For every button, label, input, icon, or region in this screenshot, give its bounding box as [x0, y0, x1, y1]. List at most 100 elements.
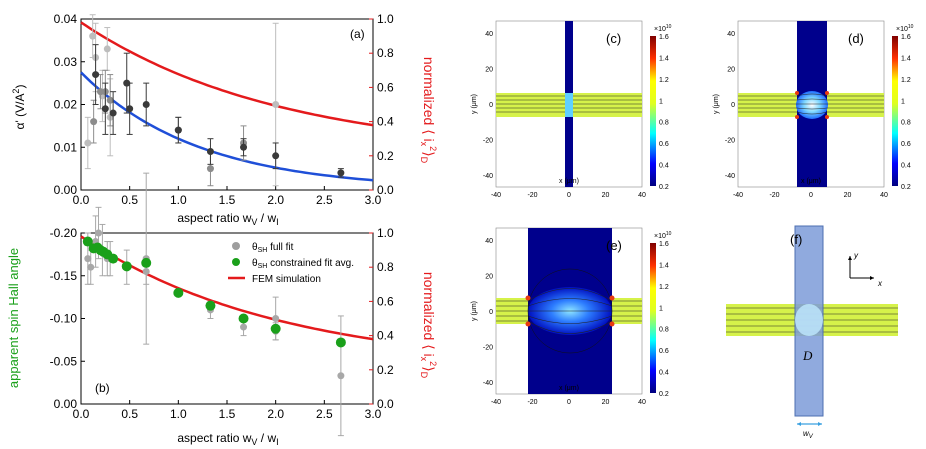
y-tick-label: 40 — [485, 238, 493, 245]
data-point — [206, 148, 214, 156]
x-tick-label: -20 — [769, 192, 779, 199]
x-tick-label: 20 — [844, 192, 852, 199]
colorbar-tick-label: 1.4 — [659, 262, 669, 269]
data-point — [108, 253, 119, 264]
data-point — [106, 96, 114, 104]
x-tick-label: 3.0 — [365, 407, 382, 421]
data-point — [109, 109, 117, 117]
y2-tick-label: 0.4 — [377, 115, 394, 129]
data-point — [92, 71, 100, 79]
x-axis-label: aspect ratio wV / wI — [177, 431, 278, 447]
y2-tick-label: 0.2 — [377, 363, 394, 377]
data-point — [240, 143, 248, 151]
panel-label: (e) — [606, 238, 622, 253]
data-point — [337, 372, 345, 380]
y-tick-label: 0.02 — [54, 98, 78, 112]
x-axis-label: x (μm) — [801, 178, 821, 185]
data-point — [84, 255, 92, 263]
y2-tick-label: 0.6 — [377, 80, 394, 94]
colorbar-tick-label: 1.2 — [659, 284, 669, 291]
data-point — [103, 45, 111, 53]
x-tick-label: 1.5 — [219, 193, 236, 207]
x-tick-label: 0.0 — [73, 193, 90, 207]
colorbar-tick-label: 0.6 — [901, 141, 911, 148]
width-label: wV — [803, 429, 814, 440]
y-tick-label: -0.15 — [50, 269, 78, 283]
panel-e: -40 -20 0 20 40 40 20 0 -20 -40 x (μm) y (μm) 1.6 1.4… — [471, 227, 672, 406]
data-point — [173, 287, 184, 298]
y-tick-label: 0 — [489, 309, 493, 316]
x-tick-label: 40 — [880, 192, 888, 199]
panel-b: 0.0 0.5 1.0 1.5 2.0 2.5 3.0 0.00 -0.05 -0.10 -0.15… — [6, 172, 438, 447]
x-tick-label: 0.0 — [73, 407, 90, 421]
colorbar-exponent: ×1010 — [896, 24, 914, 33]
data-point — [89, 32, 97, 40]
axis-x-label: x — [877, 279, 883, 288]
y-axis-label: y (μm) — [471, 94, 478, 114]
overlap-region — [796, 91, 828, 119]
data-point — [174, 126, 182, 134]
panel-f: D wV x y (f) — [726, 225, 898, 440]
colorbar-tick-label: 1.2 — [659, 77, 669, 84]
data-point — [126, 105, 134, 113]
y-axis-label: apparent spin Hall angle — [6, 248, 21, 388]
y2-tick-label: 0.2 — [377, 149, 394, 163]
data-point — [240, 323, 248, 331]
legend-label: FEM simulation — [252, 274, 321, 285]
panel-label: (b) — [95, 381, 110, 395]
x-tick-label: 0.5 — [121, 407, 138, 421]
region-label: D — [802, 348, 813, 363]
panel-label: (c) — [606, 31, 621, 46]
y-axis-label: y (μm) — [471, 301, 478, 321]
y-tick-label: 0.03 — [54, 55, 78, 69]
x-tick-label: 40 — [638, 399, 646, 406]
y-tick-label: 0.00 — [54, 183, 78, 197]
x-tick-label: -20 — [527, 399, 537, 406]
x-axis-label: aspect ratio wV / wI — [177, 211, 278, 227]
y2-tick-label: 0.6 — [377, 294, 394, 308]
overlap-region — [565, 93, 573, 117]
y2-tick-label: 1.0 — [377, 226, 394, 240]
colorbar — [650, 36, 656, 186]
y2-tick-label: 0.8 — [377, 260, 394, 274]
curve-fem-simulation — [80, 235, 374, 341]
data-point — [82, 236, 93, 247]
colorbar-tick-label: 0.6 — [659, 348, 669, 355]
y2-tick-label: 0.8 — [377, 46, 394, 60]
colorbar-tick-label: 0.6 — [659, 141, 669, 148]
data-point — [205, 300, 216, 311]
data-point — [142, 101, 150, 108]
colorbar-tick-label: 0.4 — [659, 370, 669, 377]
y-tick-label: 40 — [485, 31, 493, 38]
data-point — [238, 313, 249, 324]
y-tick-label: 0.01 — [54, 140, 78, 154]
y-tick-label: 0 — [489, 102, 493, 109]
colorbar-tick-label: 1.4 — [659, 55, 669, 62]
colorbar-tick-label: 0.8 — [659, 120, 669, 127]
x-tick-label: 2.0 — [267, 407, 284, 421]
y-tick-label: -0.10 — [50, 312, 78, 326]
current-lines — [738, 93, 884, 115]
colorbar-tick-label: 0.8 — [659, 327, 669, 334]
colorbar-tick-label: 1.2 — [901, 77, 911, 84]
x-tick-label: 2.5 — [316, 193, 333, 207]
y-tick-label: -40 — [483, 380, 493, 387]
data-point — [272, 315, 280, 322]
colorbar-tick-label: 1.6 — [901, 34, 911, 41]
x-tick-label: 0.5 — [121, 193, 138, 207]
x-tick-label: 1.0 — [170, 193, 187, 207]
colorbar-tick-label: 1 — [659, 305, 663, 312]
overlap-region — [795, 304, 823, 336]
current-lines — [496, 268, 642, 354]
x-tick-label: 2.5 — [316, 407, 333, 421]
y-tick-label: 20 — [727, 67, 735, 74]
data-point — [270, 323, 281, 334]
x-axis-label: x (μm) — [559, 178, 579, 185]
x-tick-label: 0 — [567, 399, 571, 406]
x-tick-label: 0 — [567, 192, 571, 199]
legend-label: θSH full fit — [252, 242, 294, 254]
x-tick-label: -40 — [733, 192, 743, 199]
panel-d: -40 -20 0 20 40 40 20 0 -20 -40 x (μm) y (μm) 1.6 1.4… — [713, 20, 914, 199]
y-tick-label: 0.00 — [54, 397, 78, 411]
y-axis-label: α' (V/A2) — [11, 85, 27, 130]
